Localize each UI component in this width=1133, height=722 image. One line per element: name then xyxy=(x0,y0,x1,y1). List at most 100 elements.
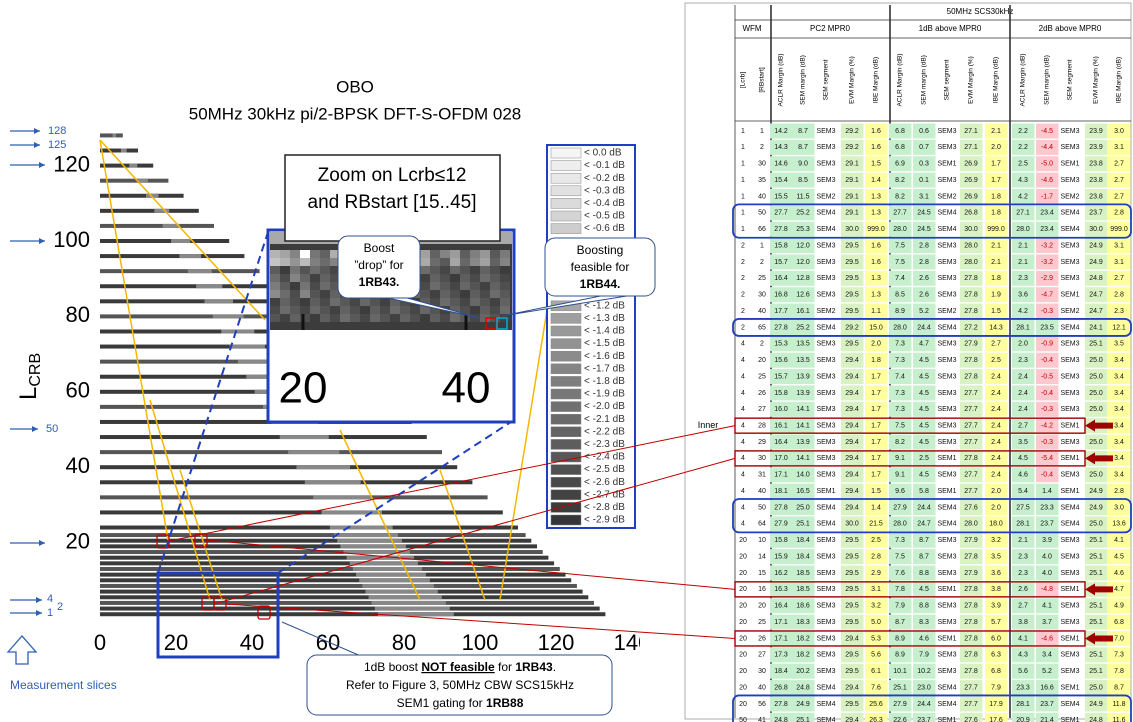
table-cell: 1.5 xyxy=(871,488,881,495)
cell-bg xyxy=(889,418,912,434)
cell-bg xyxy=(913,238,936,254)
table-cell: 35 xyxy=(758,177,766,184)
table-cell: 27.7 xyxy=(964,472,978,479)
heat-stripe-light xyxy=(120,148,127,153)
table-cell: 1.8 xyxy=(991,210,1001,217)
note-fragment: NOT feasible xyxy=(421,660,495,674)
zoom-pixel xyxy=(430,258,440,266)
cell-bg xyxy=(1036,418,1059,434)
table-cell: 27.8 xyxy=(964,455,978,462)
heat-stripe xyxy=(100,435,427,440)
table-cell: 30.0 xyxy=(964,226,978,233)
zoom-pixel xyxy=(300,314,310,322)
note-fragment: SEM1 gating for xyxy=(397,696,486,710)
cell-bg xyxy=(985,270,1008,286)
zoom-pixel xyxy=(440,274,450,282)
table-title: 50MHz SCS30kHz xyxy=(947,7,1014,16)
table-cell: 26.9 xyxy=(964,177,978,184)
table-cell: SEM3 xyxy=(1060,357,1079,364)
zoom-pixel xyxy=(500,298,510,306)
table-cell: SEM3 xyxy=(1060,259,1079,266)
zoom-pixel xyxy=(480,282,490,290)
cell-bg xyxy=(960,352,983,368)
table-cell: 18.1 xyxy=(774,488,788,495)
cell-bg xyxy=(770,221,793,237)
table-cell: 18.4 xyxy=(796,537,810,544)
table-cell: 1.7 xyxy=(871,373,881,380)
cell-bg xyxy=(792,270,815,286)
zoom-pixel xyxy=(430,266,440,274)
cell-bg xyxy=(865,303,888,319)
note-fragment: 1RB88 xyxy=(486,696,524,710)
zoom-pixel xyxy=(290,258,300,266)
chart-area: OBO 50MHz 30kHz pi/2-BPSK DFT-S-OFDM 028 0… xyxy=(6,77,640,692)
zoom-pixel xyxy=(480,250,490,258)
table-wfm: WFM xyxy=(742,24,761,33)
table-cell: 2.1 xyxy=(991,242,1001,249)
table-cell: 4.5 xyxy=(919,439,929,446)
table-cell: 2.5 xyxy=(871,537,881,544)
table-cell: 2.7 xyxy=(991,341,1001,348)
cell-bg xyxy=(1036,123,1059,139)
table-cell: SEM3 xyxy=(816,128,835,135)
table-cell: 30 xyxy=(758,292,766,299)
cell-bg xyxy=(889,532,912,548)
cell-bg xyxy=(841,418,864,434)
group-box xyxy=(732,498,1132,534)
cell-bg xyxy=(1012,549,1035,565)
table-cell: 1.5 xyxy=(871,161,881,168)
note-line: 1dB boost NOT feasible for 1RB43. xyxy=(364,660,556,674)
zoom-pixel xyxy=(450,314,460,322)
cell-bg xyxy=(1012,401,1035,417)
cell-bg xyxy=(1012,238,1035,254)
table-cell: SEM3 xyxy=(1060,373,1079,380)
heat-stripe-light xyxy=(296,465,351,470)
cell-bg xyxy=(841,581,864,597)
table-cell: 6.9 xyxy=(895,161,905,168)
table-cell: 23.7 xyxy=(1040,701,1054,708)
legend-label: < -0.1 dB xyxy=(584,160,625,171)
cell-bg xyxy=(913,680,936,696)
callout-text: 1RB43. xyxy=(359,275,400,289)
cell-bg xyxy=(792,647,815,663)
zoom-pixel xyxy=(290,290,300,298)
table-cell: SEM3 xyxy=(1060,537,1079,544)
zoom-pixel xyxy=(410,314,420,322)
heat-stripe xyxy=(100,329,321,334)
cell-bg xyxy=(913,614,936,630)
cell-bg xyxy=(841,238,864,254)
note-fragment: for xyxy=(495,660,516,674)
row-connector xyxy=(225,603,736,639)
cell-bg xyxy=(1085,238,1108,254)
table-cell: 28.0 xyxy=(964,242,978,249)
table-cell: 23.8 xyxy=(1089,177,1103,184)
legend-label: < -2.2 dB xyxy=(584,426,625,437)
table-cell: 23.8 xyxy=(1089,193,1103,200)
cell-bg xyxy=(913,188,936,204)
cell-bg xyxy=(1085,303,1108,319)
table-cell: 7.9 xyxy=(919,652,929,659)
heat-stripe-light xyxy=(288,450,340,455)
table-cell: 14.6 xyxy=(774,161,788,168)
heat-stripe xyxy=(100,239,230,243)
table-cell: 27.8 xyxy=(964,308,978,315)
cell-bg xyxy=(865,450,888,466)
table-cell: 3.4 xyxy=(1114,406,1124,413)
table-cell: 27.8 xyxy=(964,603,978,610)
zoom-pixel xyxy=(480,306,490,314)
table-cell: 27.9 xyxy=(893,504,907,511)
table-cell: 24.7 xyxy=(917,521,931,528)
cell-bg xyxy=(985,369,1008,385)
table-cell: 7.3 xyxy=(895,406,905,413)
table-cell: 1.5 xyxy=(991,308,1001,315)
table-cell: 3.4 xyxy=(1042,652,1052,659)
cell-bg xyxy=(770,336,793,352)
cell-bg xyxy=(985,205,1008,221)
table-cell: 4.3 xyxy=(1018,177,1028,184)
table-cell: 1 xyxy=(760,242,764,249)
zoom-pixel xyxy=(280,250,290,258)
table-cell: SEM3 xyxy=(816,423,835,430)
cell-bg xyxy=(1085,123,1108,139)
zoom-pixel xyxy=(290,282,300,290)
table-cell: SEM3 xyxy=(937,619,956,626)
